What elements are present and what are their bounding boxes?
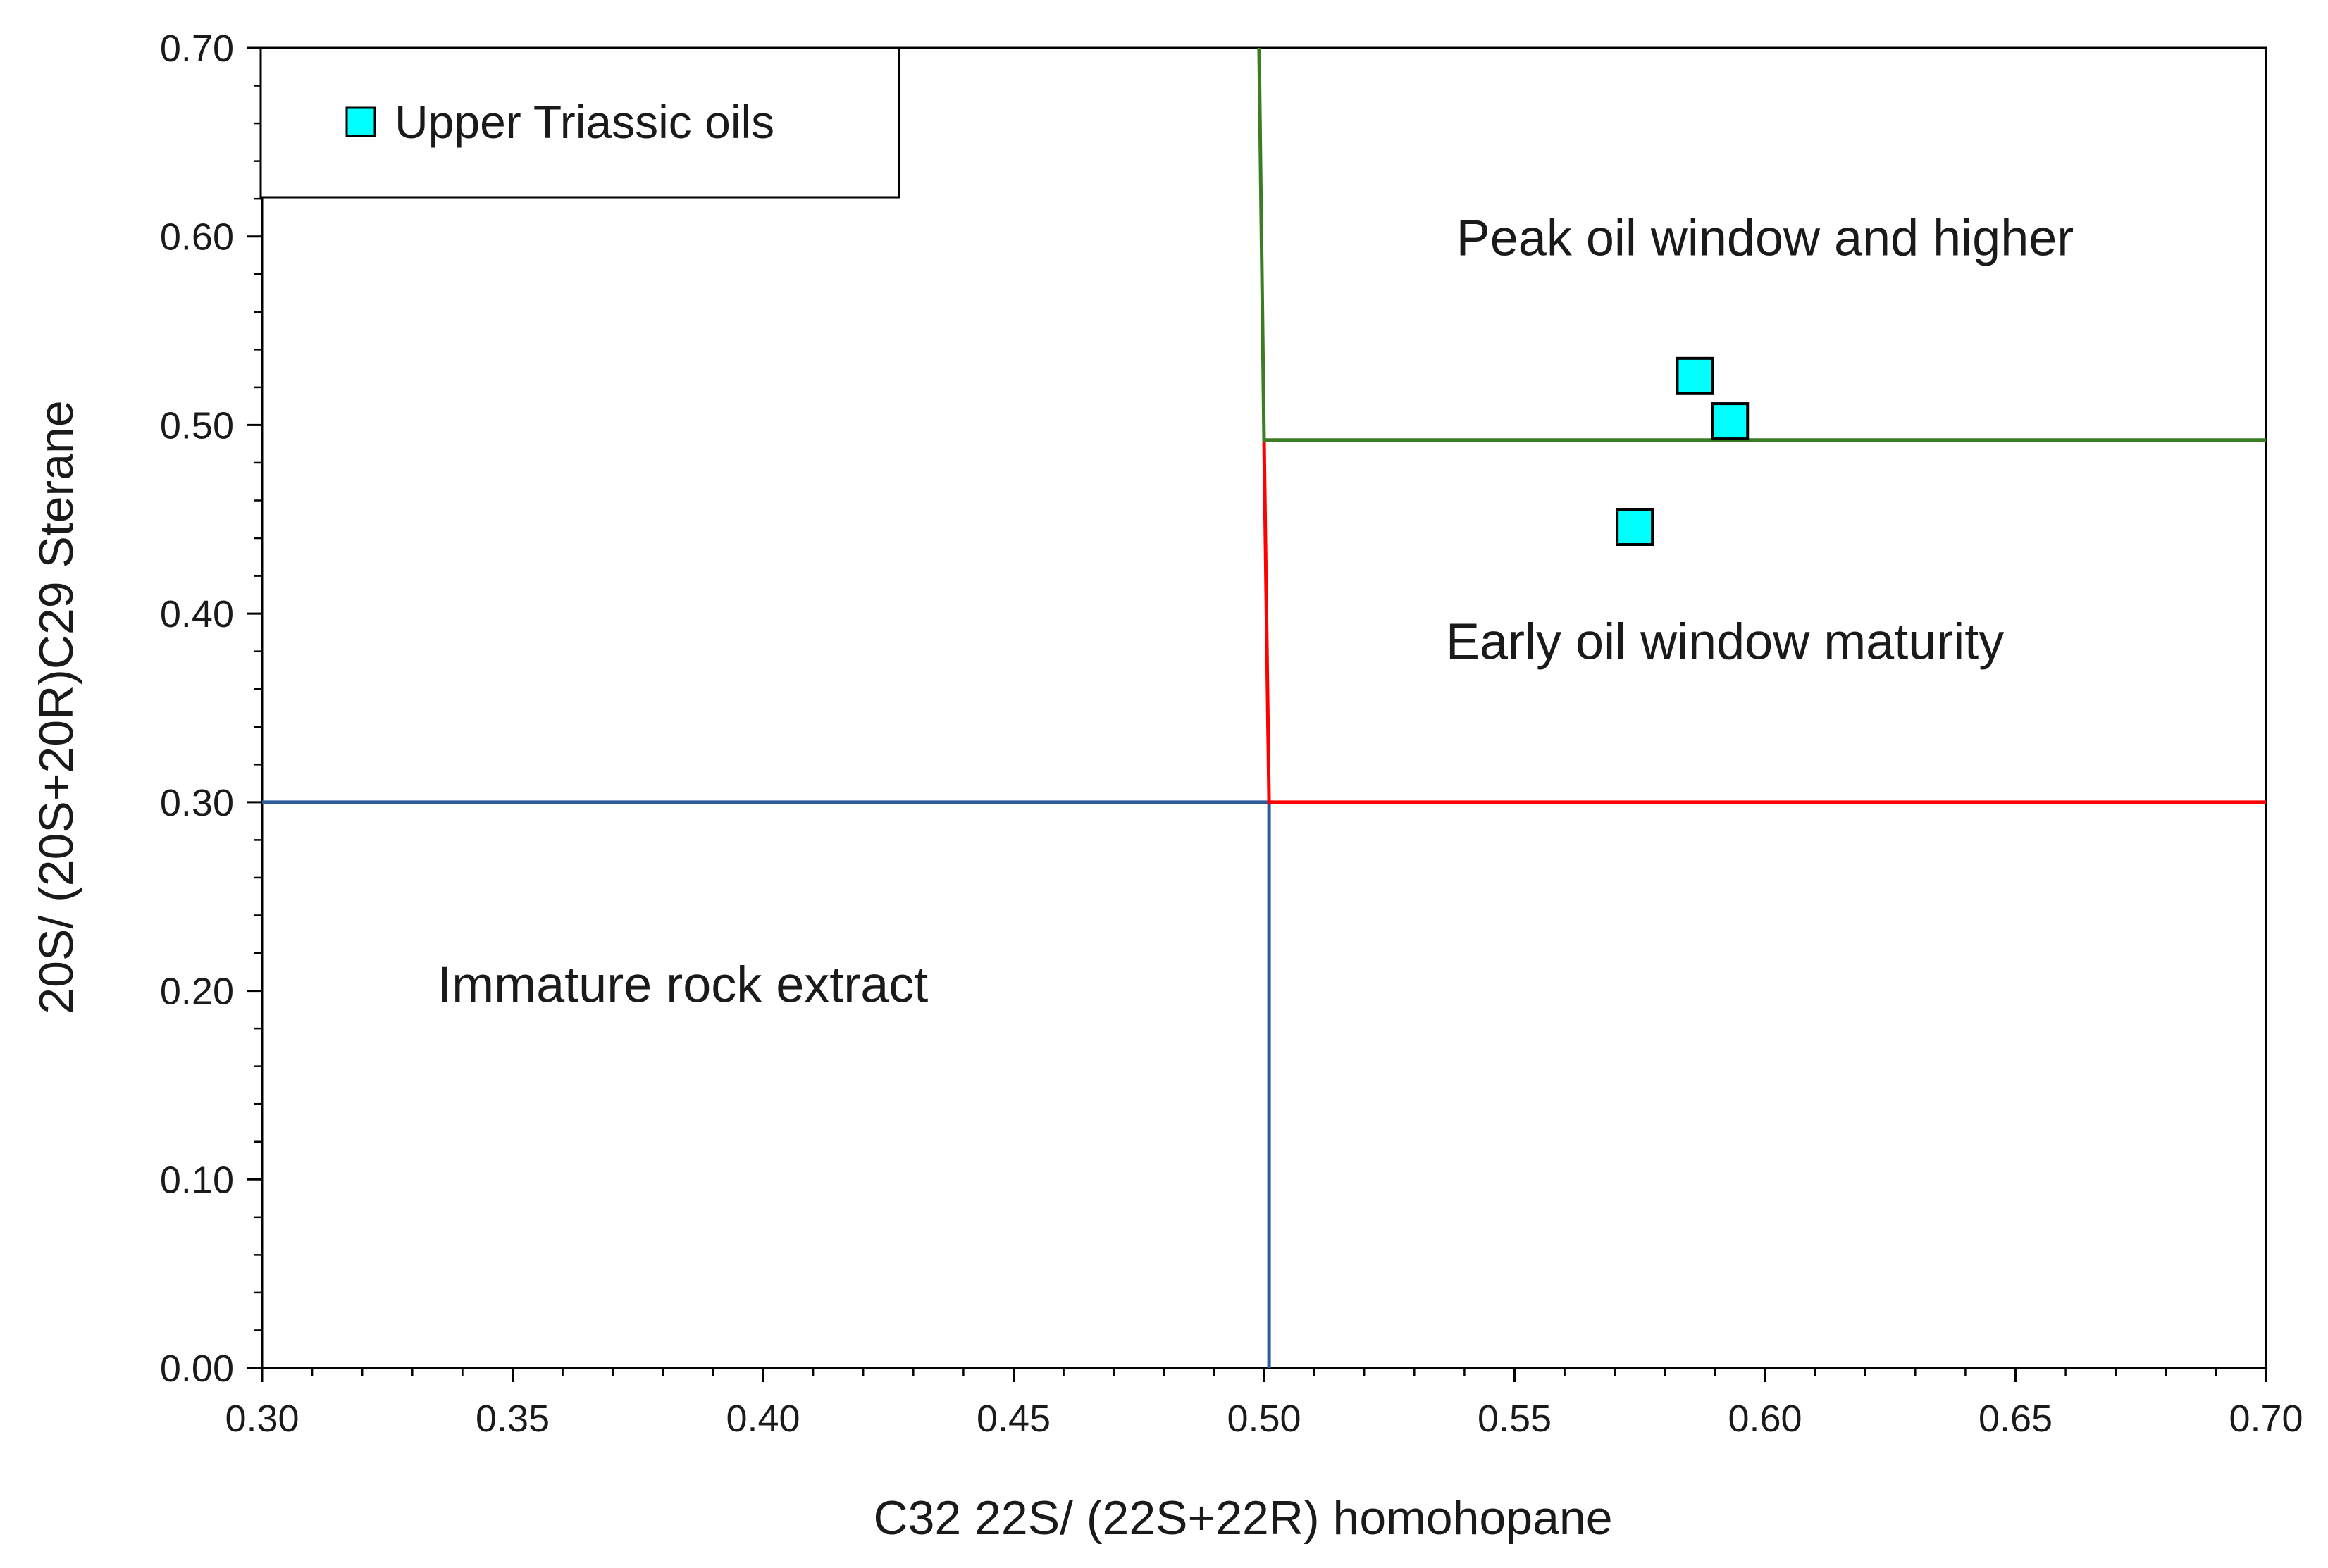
data-point bbox=[1616, 507, 1654, 546]
y-tick-label: 0.60 bbox=[160, 216, 234, 259]
x-tick-label: 0.65 bbox=[1979, 1398, 2053, 1440]
y-tick-label: 0.00 bbox=[160, 1348, 234, 1390]
data-point bbox=[1676, 356, 1714, 395]
legend-label: Upper Triassic oils bbox=[395, 96, 774, 148]
legend-marker bbox=[345, 106, 376, 137]
y-tick-label: 0.30 bbox=[160, 782, 234, 824]
annotations-layer: Peak oil window and higher Early oil wind… bbox=[438, 210, 2074, 1013]
points-layer bbox=[1616, 356, 1750, 546]
axes-layer: 0.30 0.35 0.40 0.45 0.50 0.55 0.60 0.65 0.70 0.00… bbox=[160, 27, 2303, 1440]
y-tick-label: 0.70 bbox=[160, 27, 234, 70]
legend: Upper Triassic oils bbox=[259, 46, 900, 199]
x-tick-label: 0.70 bbox=[2229, 1398, 2303, 1440]
y-tick-label: 0.50 bbox=[160, 404, 234, 447]
x-tick-label: 0.30 bbox=[225, 1398, 299, 1440]
region-label: Early oil window maturity bbox=[1446, 614, 2004, 670]
x-tick-label: 0.40 bbox=[726, 1398, 800, 1440]
y-tick-label: 0.20 bbox=[160, 971, 234, 1013]
x-tick-label: 0.45 bbox=[977, 1398, 1051, 1440]
x-tick-label: 0.50 bbox=[1227, 1398, 1301, 1440]
peak-oil-boundary bbox=[1257, 47, 2266, 442]
region-label: Peak oil window and higher bbox=[1456, 210, 2074, 266]
boundaries-layer bbox=[262, 47, 2266, 1368]
x-axis-title: C32 22S/ (22S+22R) homohopane bbox=[873, 1491, 1612, 1545]
region-label: Immature rock extract bbox=[438, 957, 928, 1014]
y-tick-label: 0.40 bbox=[160, 593, 234, 635]
x-tick-label: 0.35 bbox=[476, 1398, 550, 1440]
legend-box bbox=[259, 46, 900, 199]
x-tick-label: 0.60 bbox=[1728, 1398, 1802, 1440]
y-tick-label: 0.10 bbox=[160, 1159, 234, 1201]
y-axis-title: 20S/ (20S+20R)C29 Sterane bbox=[30, 400, 83, 1014]
data-point bbox=[1711, 402, 1750, 441]
x-tick-label: 0.55 bbox=[1478, 1398, 1552, 1440]
early-oil-boundary bbox=[1262, 440, 2266, 804]
